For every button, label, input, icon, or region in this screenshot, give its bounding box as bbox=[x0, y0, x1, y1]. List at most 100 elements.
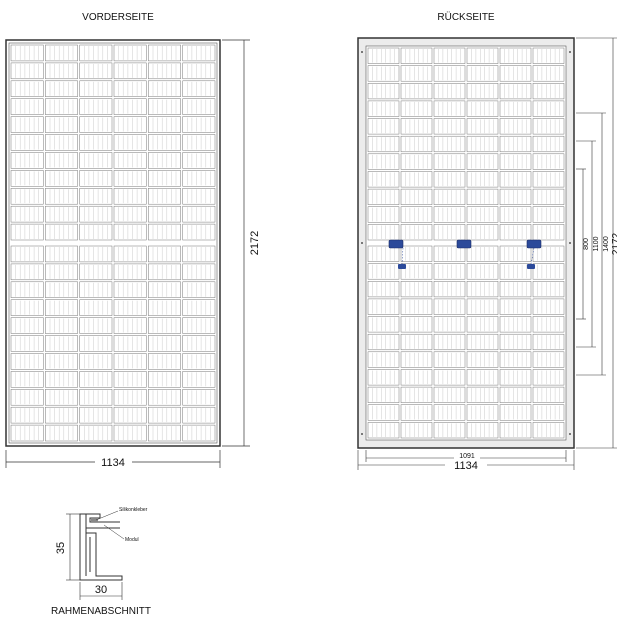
back-title: RÜCKSEITE bbox=[437, 11, 495, 23]
solar-cell bbox=[148, 98, 181, 115]
solar-cell bbox=[466, 153, 499, 170]
solar-cell bbox=[45, 335, 78, 352]
solar-cell bbox=[79, 371, 113, 388]
solar-cell bbox=[433, 206, 466, 223]
solar-cell bbox=[532, 386, 565, 403]
solar-cell bbox=[10, 170, 44, 187]
solar-cell bbox=[10, 188, 44, 205]
solar-cell bbox=[10, 299, 44, 316]
solar-cell bbox=[182, 406, 216, 424]
solar-cell bbox=[367, 351, 400, 368]
junction-box-right bbox=[526, 239, 542, 249]
junction-box-center bbox=[456, 239, 472, 249]
solar-cell bbox=[499, 333, 532, 351]
solar-cell bbox=[148, 188, 181, 205]
solar-cell bbox=[532, 118, 565, 135]
solar-cell bbox=[532, 245, 565, 262]
back-inner-width-label: 1091 bbox=[459, 453, 475, 460]
solar-cell bbox=[79, 188, 113, 205]
solar-cell bbox=[433, 188, 466, 205]
solar-cell bbox=[433, 369, 466, 386]
solar-cell bbox=[148, 281, 181, 298]
front-title: VORDERSEITE bbox=[82, 12, 154, 23]
solar-cell bbox=[367, 188, 400, 205]
solar-cell bbox=[182, 424, 216, 442]
solar-cell bbox=[79, 170, 113, 187]
solar-cell bbox=[400, 369, 433, 386]
solar-cell bbox=[433, 263, 466, 280]
solar-cell bbox=[45, 353, 78, 370]
solar-cell bbox=[433, 245, 466, 262]
solar-cell bbox=[433, 171, 466, 188]
solar-cell bbox=[182, 62, 216, 80]
solar-cell bbox=[10, 152, 44, 169]
solar-cell bbox=[367, 118, 400, 135]
front-panel bbox=[5, 39, 221, 447]
solar-cell bbox=[499, 263, 532, 280]
solar-cell bbox=[400, 316, 433, 333]
solar-cell bbox=[532, 171, 565, 188]
solar-cell bbox=[499, 245, 532, 262]
solar-cell bbox=[113, 353, 147, 370]
solar-cell bbox=[433, 298, 466, 315]
solar-cell bbox=[45, 80, 78, 97]
solar-cell bbox=[400, 65, 433, 82]
solar-cell bbox=[79, 335, 113, 352]
junction-box-left bbox=[388, 239, 404, 249]
solar-cell bbox=[148, 389, 181, 406]
solar-cell bbox=[182, 371, 216, 388]
solar-cell bbox=[45, 245, 78, 263]
solar-cell bbox=[433, 135, 466, 153]
solar-cell bbox=[499, 65, 532, 82]
solar-cell bbox=[79, 263, 113, 281]
solar-cell bbox=[499, 47, 532, 64]
solar-cell bbox=[499, 153, 532, 170]
solar-cell bbox=[182, 98, 216, 115]
back-dim-800-label: 800 bbox=[583, 238, 590, 250]
solar-cell bbox=[45, 299, 78, 316]
solar-cell bbox=[466, 404, 499, 421]
solar-cell bbox=[367, 224, 400, 241]
solar-cell bbox=[400, 206, 433, 223]
solar-cell bbox=[466, 245, 499, 262]
solar-cell bbox=[148, 134, 181, 151]
solar-cell bbox=[148, 353, 181, 370]
solar-cell bbox=[79, 317, 113, 334]
solar-cell bbox=[400, 404, 433, 421]
solar-cell bbox=[182, 263, 216, 281]
solar-cell bbox=[532, 422, 565, 439]
solar-cell bbox=[499, 135, 532, 153]
solar-cell bbox=[433, 351, 466, 368]
solar-cell bbox=[532, 281, 565, 298]
solar-cell bbox=[433, 47, 466, 64]
solar-cell bbox=[532, 100, 565, 117]
solar-cell bbox=[466, 65, 499, 82]
solar-cell bbox=[499, 83, 532, 100]
solar-cell bbox=[466, 369, 499, 386]
solar-cell bbox=[45, 152, 78, 169]
solar-cell bbox=[433, 83, 466, 100]
back-dim-1400-label: 1400 bbox=[603, 236, 610, 252]
solar-cell bbox=[532, 83, 565, 100]
solar-cell bbox=[79, 281, 113, 298]
back-height-label: 2172 bbox=[611, 232, 617, 255]
solar-cell bbox=[113, 98, 147, 115]
frame-section-profile bbox=[79, 513, 123, 581]
solar-cell bbox=[466, 118, 499, 135]
solar-cell bbox=[113, 116, 147, 133]
solar-cell bbox=[499, 351, 532, 368]
solar-cell bbox=[45, 281, 78, 298]
solar-cell bbox=[79, 299, 113, 316]
solar-cell bbox=[79, 98, 113, 115]
solar-cell bbox=[400, 83, 433, 100]
solar-cell bbox=[499, 118, 532, 135]
solar-cell bbox=[499, 404, 532, 421]
solar-cell bbox=[45, 98, 78, 115]
solar-cell bbox=[532, 333, 565, 351]
solar-cell bbox=[113, 44, 147, 62]
solar-cell bbox=[433, 422, 466, 439]
solar-cell bbox=[367, 386, 400, 403]
solar-cell bbox=[466, 224, 499, 241]
module-label: Modul bbox=[125, 537, 139, 543]
